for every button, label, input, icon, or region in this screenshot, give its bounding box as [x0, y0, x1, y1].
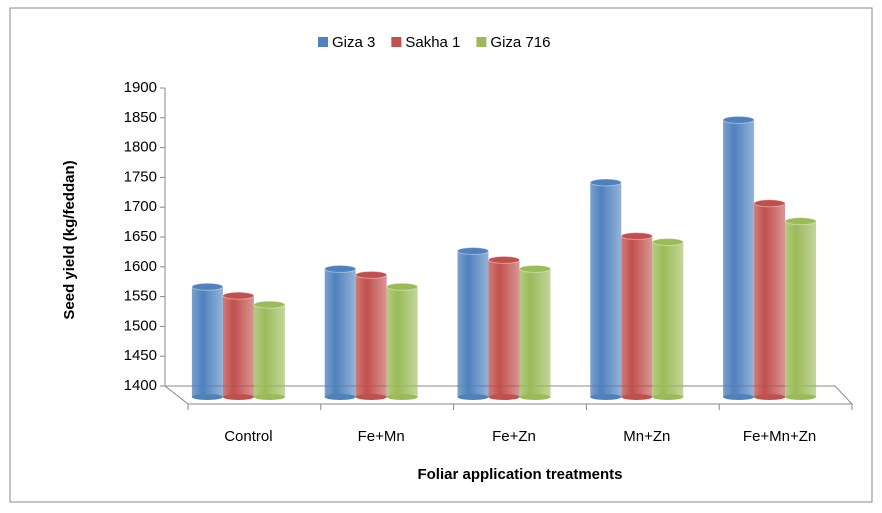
- bar-top: [722, 115, 755, 124]
- bar-top: [386, 282, 419, 291]
- x-tick-label: Fe+Zn: [492, 428, 536, 445]
- x-axis-title: Foliar application treatments: [417, 466, 622, 483]
- x-tick-label: Control: [224, 428, 272, 445]
- bar: [652, 242, 684, 397]
- legend-swatch: [476, 37, 487, 47]
- bar-top: [324, 264, 357, 273]
- y-tick-label: 1750: [124, 168, 157, 185]
- bar-top: [488, 255, 520, 264]
- legend-swatch: [391, 37, 402, 47]
- bar-base: [324, 394, 356, 400]
- bar-top: [222, 291, 255, 300]
- bar-base: [785, 394, 817, 400]
- bar-base: [457, 394, 489, 400]
- legend-label: Giza 3: [332, 34, 375, 51]
- x-tick-label: Fe+Mn+Zn: [743, 428, 816, 445]
- y-axis-title: Seed yield (kg/feddan): [61, 160, 78, 319]
- bar-base: [253, 394, 285, 400]
- bar-top: [253, 300, 286, 309]
- bar: [488, 259, 520, 397]
- bar: [519, 268, 551, 397]
- bar-top: [355, 270, 388, 279]
- bar-top: [191, 282, 224, 291]
- y-tick-label: 1700: [124, 198, 157, 215]
- bar-top: [620, 232, 653, 241]
- bar-base: [590, 394, 622, 400]
- y-tick-label: 1450: [124, 347, 157, 364]
- bar-top: [784, 217, 817, 226]
- y-tick-label: 1550: [124, 288, 157, 305]
- legend-label: Giza 716: [490, 34, 550, 51]
- bar-base: [621, 394, 653, 400]
- bar: [723, 119, 755, 398]
- bar: [253, 304, 285, 397]
- y-tick-label: 1500: [124, 317, 157, 334]
- bar-top: [457, 246, 489, 255]
- bar: [191, 286, 223, 397]
- y-tick-label: 1850: [124, 109, 157, 126]
- bar: [355, 274, 387, 397]
- bar: [754, 203, 786, 397]
- bar-top: [589, 178, 622, 187]
- x-tick-label: Fe+Mn: [358, 428, 405, 445]
- bar: [324, 268, 356, 397]
- bar: [386, 286, 418, 397]
- bar-base: [519, 394, 551, 400]
- bar-base: [191, 394, 223, 400]
- bar: [222, 295, 254, 397]
- x-tick-label: Mn+Zn: [623, 428, 670, 445]
- y-tick-label: 1800: [124, 139, 157, 156]
- bar-base: [652, 394, 684, 400]
- bar: [621, 236, 653, 397]
- bar-base: [754, 394, 786, 400]
- legend-label: Sakha 1: [405, 34, 460, 51]
- bar-base: [386, 394, 418, 400]
- bar-top: [651, 238, 684, 247]
- y-tick-label: 1650: [124, 228, 157, 245]
- y-tick-label: 1400: [124, 377, 157, 394]
- bar: [590, 182, 622, 397]
- bar-top: [753, 199, 786, 208]
- bar-base: [723, 394, 755, 400]
- bar-base: [488, 394, 520, 400]
- legend-swatch: [318, 37, 328, 47]
- bar-base: [222, 394, 254, 400]
- bar-top: [519, 264, 551, 273]
- y-tick-label: 1900: [124, 79, 157, 96]
- y-tick-label: 1600: [124, 258, 157, 275]
- bar-base: [355, 394, 387, 400]
- bar: [457, 250, 489, 397]
- bar: [785, 221, 817, 397]
